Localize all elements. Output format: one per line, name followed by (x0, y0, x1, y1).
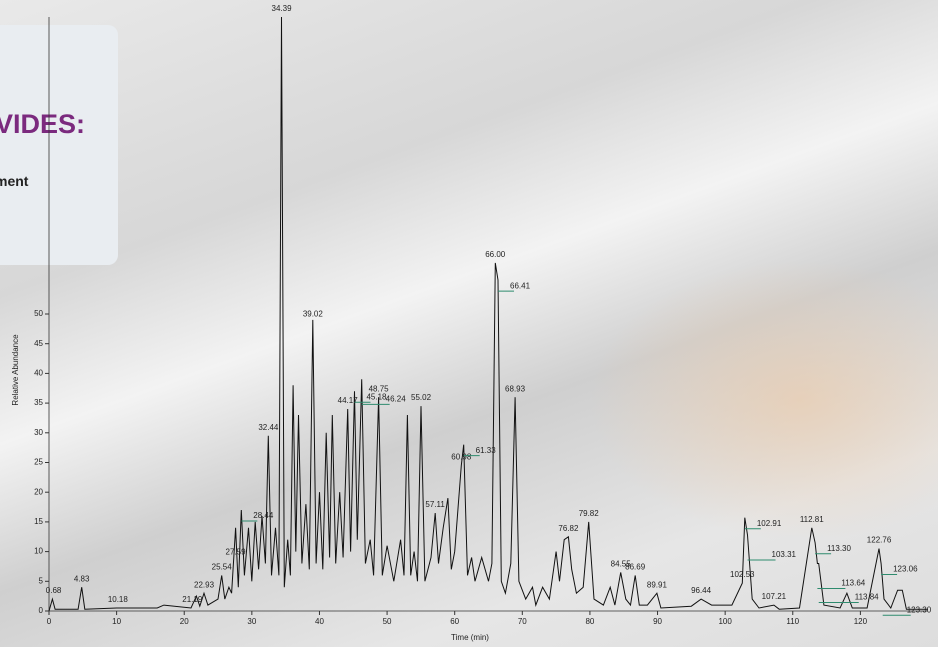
y-tick-label: 25 (34, 458, 43, 467)
peak-label: 96.44 (691, 586, 712, 595)
x-tick-label: 10 (112, 617, 121, 626)
x-tick-label: 40 (315, 617, 324, 626)
y-tick-label: 10 (34, 547, 43, 556)
peak-label: 4.83 (74, 574, 90, 583)
peak-label: 34.39 (272, 4, 293, 13)
peak-label: 84.55 (611, 559, 632, 568)
peak-label: 113.84 (855, 593, 879, 602)
peak-label: 45.18 (366, 392, 387, 401)
peak-label: 113.64 (841, 579, 865, 588)
peak-label: 21.19 (182, 595, 203, 604)
peak-label: 122.76 (867, 536, 892, 545)
x-tick-label: 110 (786, 617, 799, 626)
peak-label: 76.82 (558, 524, 579, 533)
y-tick-label: 0 (39, 606, 44, 615)
x-tick-label: 50 (383, 617, 392, 626)
peak-label: 79.82 (579, 509, 600, 518)
y-tick-label: 30 (34, 428, 43, 437)
y-tick-label: 5 (39, 576, 44, 585)
x-tick-label: 60 (450, 617, 459, 626)
info-panel: VIDES: ment (0, 25, 118, 265)
peak-label: 112.81 (800, 515, 824, 524)
peak-label: 57.11 (425, 500, 445, 509)
x-tick-label: 100 (718, 617, 732, 626)
x-tick-label: 0 (47, 617, 52, 626)
y-tick-label: 50 (34, 309, 43, 318)
peak-label: 32.44 (258, 423, 279, 432)
peak-label: 27.59 (226, 548, 247, 557)
peak-label: 86.69 (625, 562, 646, 571)
x-tick-label: 30 (247, 617, 256, 626)
peak-label: 0.68 (46, 586, 62, 595)
peak-label: 66.00 (485, 250, 506, 259)
peak-label: 102.91 (757, 519, 782, 528)
peak-label: 46.24 (386, 394, 407, 403)
y-tick-label: 35 (34, 398, 43, 407)
peak-label: 113.30 (827, 544, 851, 553)
panel-text: ment (0, 173, 29, 189)
x-tick-label: 120 (854, 617, 868, 626)
x-tick-label: 70 (518, 617, 527, 626)
peak-label: 25.54 (212, 562, 233, 571)
peak-label: 55.02 (411, 393, 432, 402)
y-tick-label: 40 (34, 369, 43, 378)
peak-label: 39.02 (303, 309, 324, 318)
x-tick-label: 80 (585, 617, 594, 626)
y-axis-label: Relative Abundance (11, 334, 20, 406)
y-tick-label: 15 (34, 517, 43, 526)
peak-label: 48.75 (369, 384, 390, 393)
x-tick-label: 20 (180, 617, 189, 626)
panel-heading: VIDES: (0, 109, 86, 139)
peak-label: 123.30 (907, 605, 932, 614)
peak-label: 60.98 (451, 453, 472, 462)
peak-label: 22.93 (194, 580, 215, 589)
x-axis-label: Time (min) (451, 633, 489, 642)
y-tick-label: 45 (34, 339, 43, 348)
peak-label: 102.53 (730, 570, 755, 579)
peak-label: 10.18 (108, 595, 129, 604)
y-tick-label: 20 (34, 487, 43, 496)
peak-label: 68.93 (505, 384, 526, 393)
peak-label: 103.31 (772, 550, 797, 559)
trace (48, 16, 928, 612)
peak-label: 89.91 (647, 580, 668, 589)
peak-label: 44.17 (338, 396, 359, 405)
peak-label: 28.44 (253, 511, 274, 520)
peak-label: 123.06 (893, 565, 918, 574)
peak-label: 61.33 (476, 446, 497, 455)
peak-label: 107.21 (762, 592, 787, 601)
x-tick-label: 90 (653, 617, 662, 626)
peak-label: 66.41 (510, 281, 531, 290)
